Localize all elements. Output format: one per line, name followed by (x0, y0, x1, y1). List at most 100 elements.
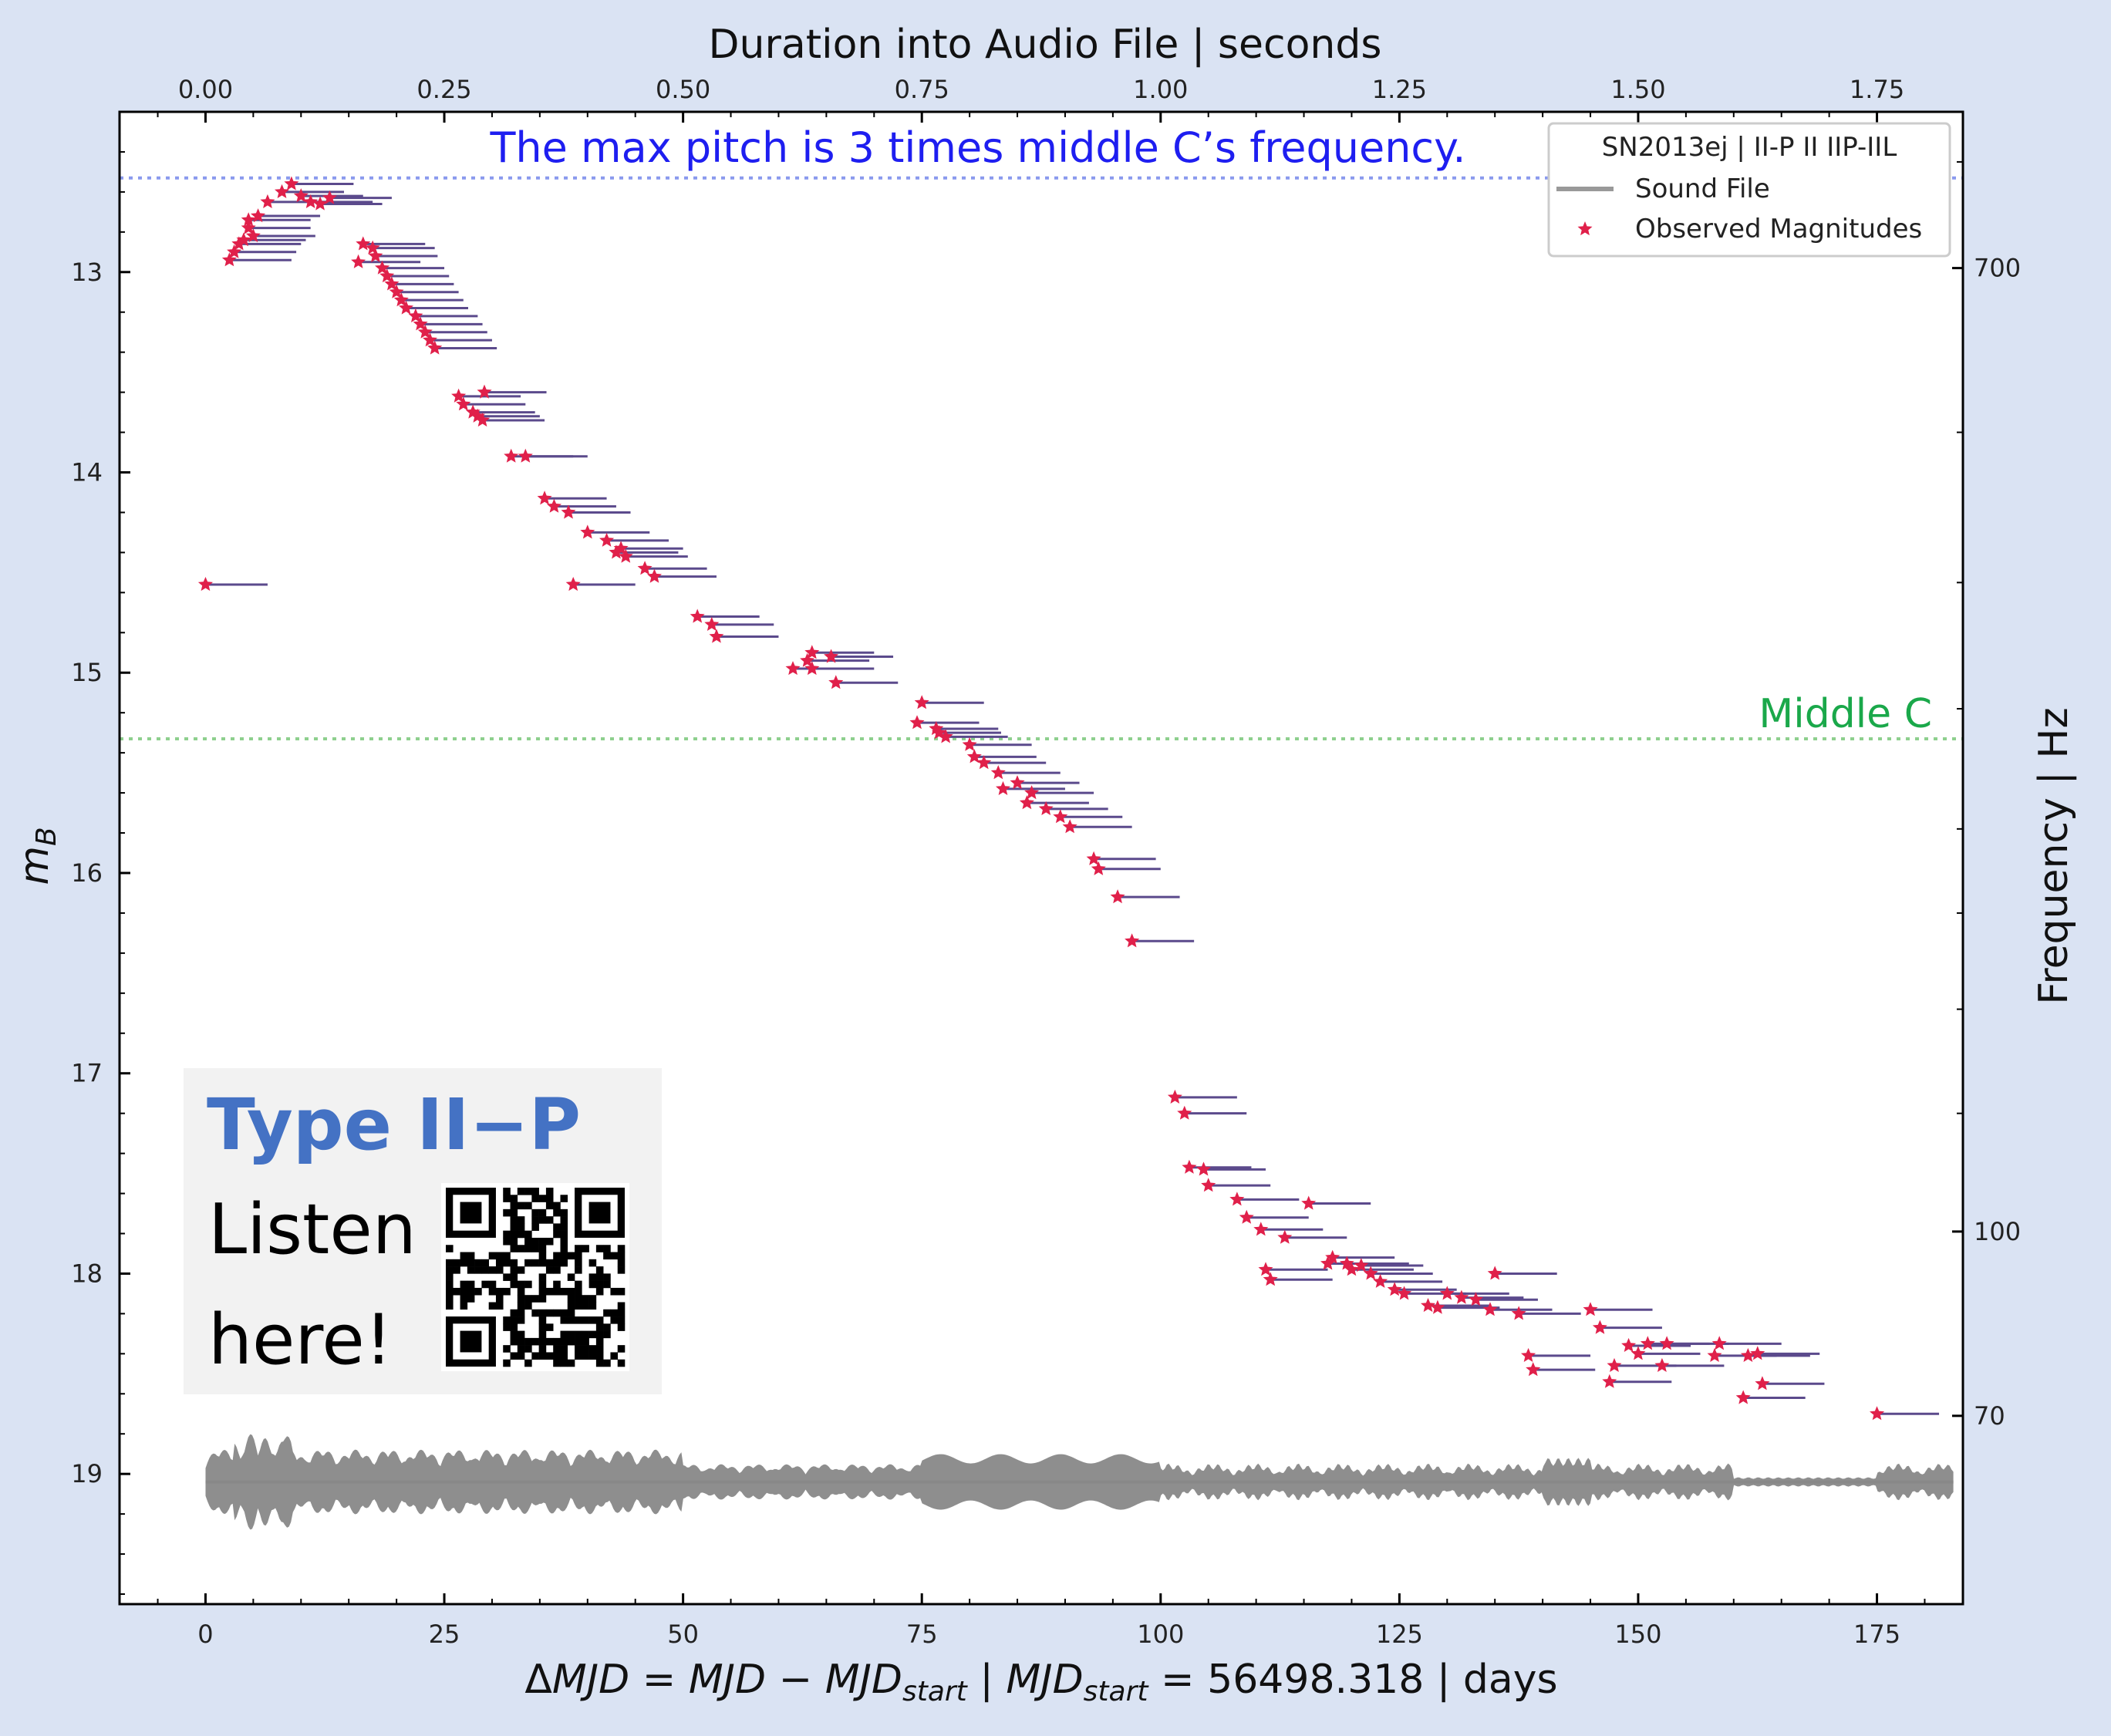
y-tick-label: 14 (71, 458, 103, 487)
qr-module (446, 1280, 454, 1289)
qr-module (524, 1359, 532, 1367)
qr-module (560, 1337, 568, 1346)
observed-point (1592, 1320, 1607, 1334)
observed-point (1373, 1273, 1388, 1288)
observed-point (1177, 1105, 1192, 1120)
qr-module (510, 1259, 518, 1267)
observed-point (828, 675, 844, 689)
qr-module (495, 1302, 504, 1310)
observed-point (962, 737, 977, 751)
qr-module (503, 1208, 511, 1217)
qr-module (481, 1259, 489, 1267)
y-axis-label: mB (12, 827, 62, 885)
observed-point (1167, 1089, 1182, 1104)
qr-module (495, 1266, 504, 1274)
qr-module (517, 1245, 525, 1252)
observed-point (1439, 1286, 1455, 1300)
top-axis-label: Duration into Audio File | seconds (709, 22, 1382, 68)
qr-module (474, 1266, 482, 1274)
qr-module (524, 1230, 532, 1239)
qr-module (453, 1287, 460, 1296)
observed-point (1430, 1299, 1445, 1314)
qr-module (588, 1345, 597, 1353)
qr-module (545, 1188, 554, 1195)
qr-module (560, 1309, 568, 1317)
qr-module (553, 1337, 561, 1346)
qr-module (575, 1302, 582, 1310)
observed-point (914, 695, 929, 710)
observed-points (197, 176, 1885, 1421)
qr-module (510, 1352, 518, 1360)
qr-module (531, 1223, 539, 1231)
observed-point (1053, 809, 1068, 824)
qr-module (610, 1309, 619, 1317)
observed-point (241, 220, 256, 234)
observed-point (1735, 1390, 1751, 1404)
x-label-start2: start (1084, 1676, 1150, 1707)
qr-module (567, 1287, 575, 1296)
qr-module (510, 1273, 518, 1281)
observed-point (384, 276, 400, 291)
observed-point (1354, 1258, 1369, 1273)
qr-module (446, 1295, 454, 1303)
observed-point (456, 396, 471, 411)
x-tick-label: 75 (906, 1620, 938, 1649)
observed-point (1325, 1249, 1340, 1264)
qr-module (467, 1259, 475, 1267)
observed-point (909, 715, 925, 730)
qr-module (595, 1266, 604, 1274)
legend-observed-label: Observed Magnitudes (1635, 214, 1922, 244)
qr-module (510, 1266, 518, 1274)
qr-module (531, 1309, 539, 1317)
observed-point (368, 248, 383, 263)
right-axis-label: Frequency | Hz (2031, 707, 2077, 1005)
qr-module (595, 1245, 604, 1252)
qr-module (588, 1316, 597, 1324)
qr-module (446, 1266, 454, 1274)
observed-point (1110, 889, 1125, 904)
y-tick-label: 18 (71, 1259, 103, 1288)
observed-point (236, 232, 251, 247)
qr-module (460, 1287, 468, 1296)
observed-point (351, 254, 366, 268)
qr-module (567, 1316, 575, 1324)
qr-module (567, 1273, 575, 1281)
qr-module (560, 1359, 568, 1367)
qr-code-icon[interactable] (441, 1183, 629, 1371)
observed-point (389, 284, 404, 298)
qr-module (453, 1266, 460, 1274)
qr-module (603, 1323, 611, 1331)
observed-point (1511, 1306, 1526, 1320)
qr-module (553, 1208, 561, 1217)
right-tick-label: 100 (1974, 1217, 2021, 1246)
qr-module (538, 1295, 547, 1303)
qr-module (495, 1295, 504, 1303)
qr-module (517, 1223, 525, 1231)
observed-point (260, 194, 275, 208)
qr-module (446, 1302, 454, 1310)
observed-point (221, 252, 237, 267)
qr-module (503, 1259, 511, 1267)
x-tick-label: 25 (429, 1620, 460, 1649)
qr-module (560, 1252, 568, 1260)
qr-module (517, 1316, 525, 1324)
qr-module (538, 1337, 547, 1346)
qr-module (446, 1259, 454, 1267)
qr-module (545, 1352, 554, 1360)
observed-point (1301, 1195, 1317, 1210)
observed-point (599, 532, 615, 547)
qr-module (567, 1252, 575, 1260)
qr-module (538, 1323, 547, 1331)
observed-point (227, 244, 242, 258)
qr-module (603, 1280, 611, 1289)
qr-module (617, 1359, 626, 1367)
qr-module (531, 1216, 539, 1224)
observed-point (1038, 801, 1054, 815)
qr-module (510, 1230, 518, 1239)
observed-point (1229, 1192, 1245, 1206)
qr-module (503, 1252, 511, 1260)
qr-module (524, 1280, 532, 1289)
qr-module (510, 1202, 518, 1210)
qr-module (510, 1245, 518, 1252)
